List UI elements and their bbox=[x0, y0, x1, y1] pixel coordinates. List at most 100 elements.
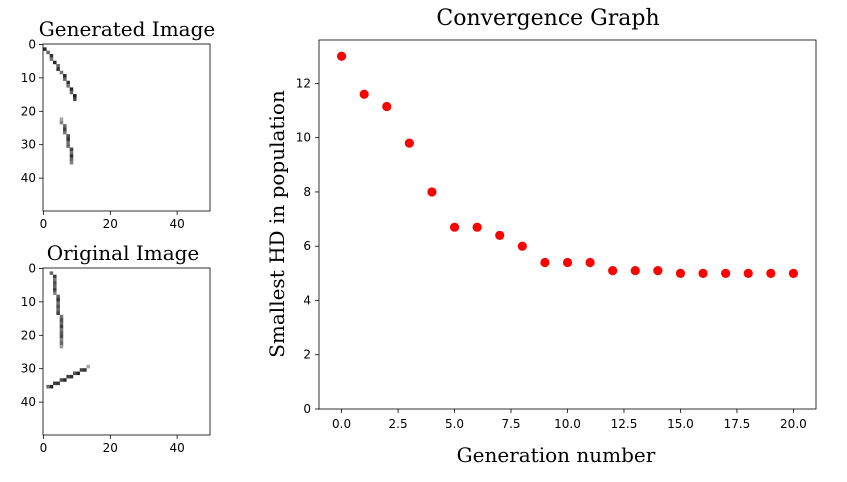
generated-image-ticks: 0 20 40 0 10 20 30 40 bbox=[21, 38, 185, 232]
image-pixel bbox=[59, 318, 64, 322]
image-pixel bbox=[59, 378, 64, 382]
data-point bbox=[743, 268, 753, 278]
image-pixel bbox=[63, 77, 67, 81]
image-pixel bbox=[59, 331, 64, 335]
data-point bbox=[653, 266, 663, 276]
y-tick-label: 20 bbox=[21, 104, 36, 118]
data-point bbox=[382, 101, 392, 112]
y-tick-label: 2 bbox=[303, 348, 311, 362]
convergence-ticks: 0.0 2.5 5.0 7.5 10.0 12.5 15.0 17.5 20.0 0 2 4 6 8 10 1… bbox=[296, 76, 807, 431]
y-tick-label: 40 bbox=[21, 171, 36, 185]
image-pixel bbox=[59, 338, 64, 342]
y-tick-label: 12 bbox=[296, 76, 311, 90]
original-image-ticks: 0 20 40 0 10 20 30 40 bbox=[21, 262, 185, 456]
data-point bbox=[427, 187, 437, 197]
image-pixel bbox=[69, 160, 74, 165]
convergence-points bbox=[336, 51, 799, 278]
image-pixel bbox=[53, 60, 57, 65]
generated-image-panel: Generated Image 0 20 40 0 10 20 30 40 bbox=[21, 17, 216, 231]
image-pixel bbox=[43, 47, 47, 51]
x-tick-label: 5.0 bbox=[445, 417, 464, 431]
y-tick-label: 30 bbox=[21, 362, 36, 376]
image-pixel bbox=[69, 147, 74, 152]
x-tick-label: 40 bbox=[169, 441, 184, 455]
image-pixel bbox=[69, 90, 74, 95]
image-pixel bbox=[63, 378, 67, 382]
data-point bbox=[449, 222, 460, 232]
image-pixel bbox=[63, 130, 67, 135]
image-pixel bbox=[49, 54, 54, 58]
y-tick-label: 6 bbox=[303, 239, 311, 253]
image-pixel bbox=[53, 291, 57, 295]
image-pixel bbox=[53, 284, 57, 289]
image-pixel bbox=[49, 271, 54, 275]
image-pixel bbox=[46, 50, 50, 55]
data-point bbox=[404, 138, 414, 148]
data-point bbox=[336, 51, 347, 61]
y-tick-label: 0 bbox=[28, 38, 36, 52]
image-pixel bbox=[59, 70, 64, 75]
image-pixel bbox=[56, 381, 60, 386]
x-tick-label: 12.5 bbox=[611, 417, 638, 431]
x-tick-label: 15.0 bbox=[667, 417, 694, 431]
data-point bbox=[562, 257, 573, 268]
x-tick-label: 7.5 bbox=[501, 417, 520, 431]
data-point bbox=[495, 230, 505, 240]
image-pixel bbox=[59, 120, 64, 125]
image-pixel bbox=[49, 57, 54, 61]
image-pixel bbox=[69, 87, 74, 91]
image-pixel bbox=[56, 64, 60, 68]
x-tick-label: 2.5 bbox=[389, 417, 408, 431]
y-tick-label: 0 bbox=[303, 402, 311, 416]
y-tick-label: 8 bbox=[303, 185, 311, 199]
image-pixel bbox=[69, 374, 74, 379]
y-tick-label: 20 bbox=[21, 328, 36, 342]
image-pixel bbox=[56, 304, 60, 309]
generated-image-title: Generated Image bbox=[39, 17, 215, 41]
image-pixel bbox=[56, 301, 60, 305]
x-tick-label: 0 bbox=[40, 217, 48, 231]
y-tick-label: 0 bbox=[28, 262, 36, 276]
x-tick-label: 40 bbox=[169, 217, 184, 231]
image-pixel bbox=[53, 281, 57, 285]
data-point bbox=[721, 268, 731, 278]
image-pixel bbox=[66, 80, 70, 85]
image-pixel bbox=[69, 157, 74, 162]
original-image-title: Original Image bbox=[47, 241, 200, 265]
image-pixel bbox=[56, 308, 60, 312]
image-pixel bbox=[73, 371, 77, 376]
image-pixel bbox=[59, 314, 64, 319]
image-pixel bbox=[66, 137, 70, 142]
y-tick-label: 4 bbox=[303, 293, 311, 307]
image-pixel bbox=[53, 278, 57, 282]
image-pixel bbox=[53, 381, 57, 386]
image-pixel bbox=[79, 368, 84, 372]
image-pixel bbox=[56, 67, 60, 71]
data-point bbox=[359, 89, 369, 99]
convergence-graph: Convergence Graph 0.0 2.5 5.0 7.5 10.0 12.5 15… bbox=[265, 6, 817, 467]
data-point bbox=[608, 266, 618, 276]
image-pixel bbox=[53, 288, 57, 292]
image-pixel bbox=[46, 384, 50, 389]
y-tick-label: 10 bbox=[296, 131, 311, 145]
data-point bbox=[540, 257, 550, 268]
data-point bbox=[675, 268, 686, 278]
original-image-pixels bbox=[46, 271, 90, 389]
image-pixel bbox=[73, 97, 77, 101]
image-pixel bbox=[59, 117, 64, 122]
image-pixel bbox=[66, 144, 70, 148]
image-pixel bbox=[66, 374, 70, 379]
image-pixel bbox=[59, 344, 64, 349]
x-tick-label: 20.0 bbox=[780, 417, 807, 431]
image-pixel bbox=[56, 298, 60, 302]
image-pixel bbox=[63, 124, 67, 128]
image-pixel bbox=[66, 140, 70, 145]
image-pixel bbox=[63, 127, 67, 132]
image-pixel bbox=[66, 84, 70, 88]
image-pixel bbox=[59, 341, 64, 346]
image-pixel bbox=[66, 134, 70, 138]
x-tick-label: 0 bbox=[40, 441, 48, 455]
image-pixel bbox=[59, 328, 64, 332]
y-tick-label: 10 bbox=[21, 295, 36, 309]
data-point bbox=[630, 266, 640, 276]
